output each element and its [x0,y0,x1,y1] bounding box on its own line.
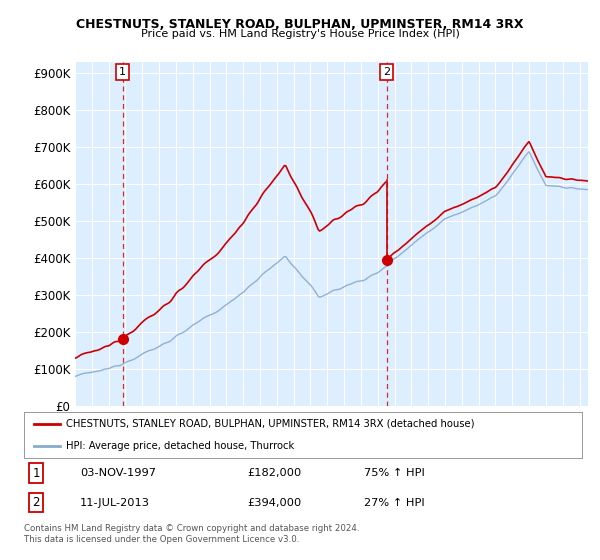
Text: 11-JUL-2013: 11-JUL-2013 [80,498,150,508]
Text: 03-NOV-1997: 03-NOV-1997 [80,468,156,478]
Text: Contains HM Land Registry data © Crown copyright and database right 2024.
This d: Contains HM Land Registry data © Crown c… [24,524,359,544]
Text: Price paid vs. HM Land Registry's House Price Index (HPI): Price paid vs. HM Land Registry's House … [140,29,460,39]
Text: HPI: Average price, detached house, Thurrock: HPI: Average price, detached house, Thur… [66,441,294,451]
Text: 75% ↑ HPI: 75% ↑ HPI [364,468,425,478]
Text: CHESTNUTS, STANLEY ROAD, BULPHAN, UPMINSTER, RM14 3RX: CHESTNUTS, STANLEY ROAD, BULPHAN, UPMINS… [76,18,524,31]
Text: 27% ↑ HPI: 27% ↑ HPI [364,498,425,508]
Text: 1: 1 [119,67,126,77]
Text: £182,000: £182,000 [247,468,301,478]
Text: CHESTNUTS, STANLEY ROAD, BULPHAN, UPMINSTER, RM14 3RX (detached house): CHESTNUTS, STANLEY ROAD, BULPHAN, UPMINS… [66,419,475,429]
Text: £394,000: £394,000 [247,498,301,508]
Text: 2: 2 [383,67,390,77]
Text: 2: 2 [32,496,40,509]
Text: 1: 1 [32,466,40,480]
